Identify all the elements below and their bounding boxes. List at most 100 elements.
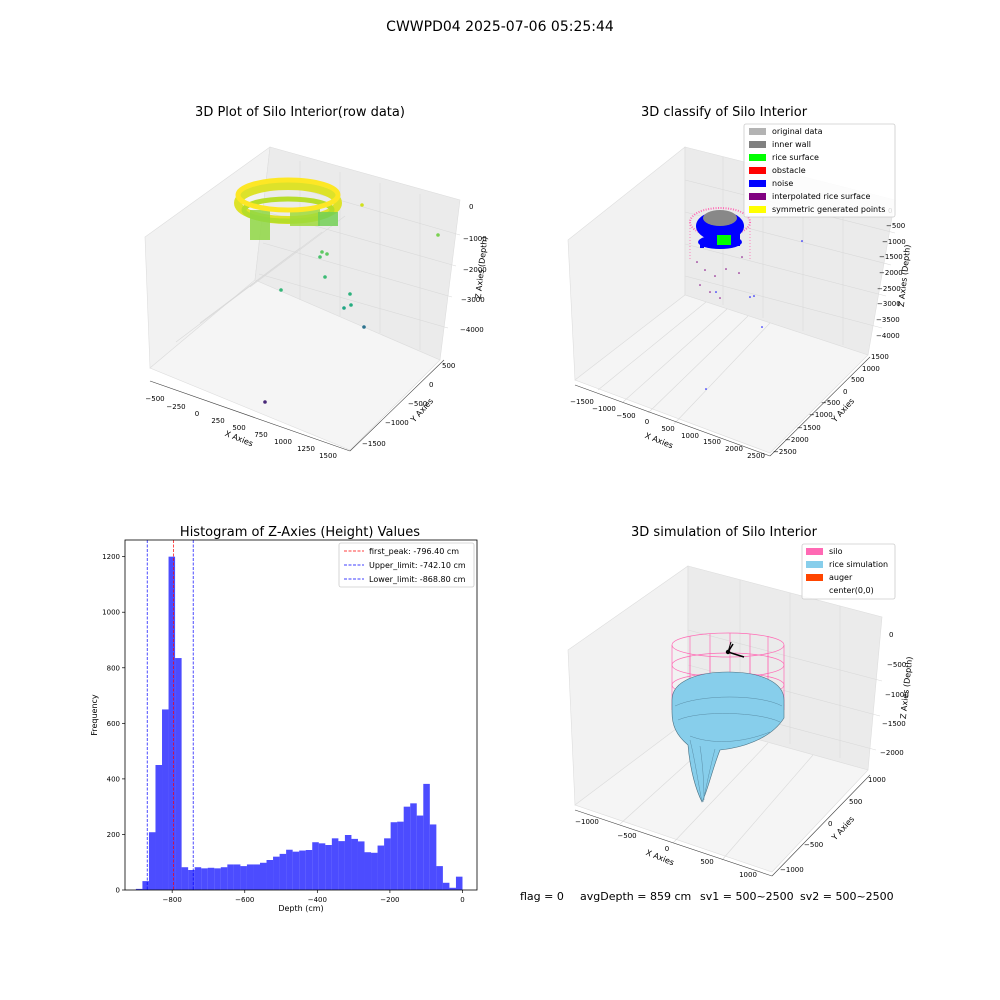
hist-bar-44 [423, 783, 430, 890]
svg-text:−1000: −1000 [780, 866, 804, 874]
hist-bar-23 [286, 849, 293, 890]
hist-xtick-label-1: −600 [235, 896, 254, 904]
sim-legend-swatch-silo [806, 548, 823, 555]
hist-bar-16 [240, 866, 247, 890]
svg-text:−3500: −3500 [876, 316, 900, 324]
svg-text:0: 0 [469, 203, 473, 211]
hist-bar-33 [351, 838, 358, 890]
legend-swatch-inner-wall [749, 141, 766, 148]
hist-bar-46 [436, 866, 443, 890]
svg-text:−3000: −3000 [877, 300, 901, 308]
raw-floor-pane [149, 279, 441, 451]
hist-ytick-label-2: 400 [107, 775, 120, 783]
legend-label-inner-wall: inner wall [772, 140, 811, 149]
hist-legend: first_peak: -796.40 cm Upper_limit: -742… [338, 542, 475, 588]
sim-zticks: 0 −500 −1000 −1500 −2000 [880, 631, 909, 757]
sim-xticks: −1000 −500 0 500 1000 [575, 818, 757, 879]
sim-xlabel: X Axies [645, 848, 676, 867]
sim-auger [725, 641, 745, 658]
svg-text:−500: −500 [616, 412, 635, 420]
legend-swatch-symmetric [749, 206, 766, 213]
hist-ytick-label-3: 600 [107, 720, 120, 728]
hist-ytick-label-0: 0 [116, 887, 120, 895]
raw-ring-scatter [234, 177, 342, 240]
hist-legend-label-upper: Upper_limit: -742.10 cm [369, 561, 466, 570]
hist-bar-38 [384, 838, 391, 890]
svg-text:−1000: −1000 [385, 419, 409, 427]
classify-xlabel: X Axies [644, 431, 675, 450]
hist-bar-22 [279, 853, 287, 890]
hist-bar-47 [442, 882, 450, 890]
footer-sv2: sv2 = 500~2500 [800, 890, 894, 903]
hist-legend-label-first-peak: first_peak: -796.40 cm [369, 547, 459, 556]
hist-title: Histogram of Z-Axies (Height) Values [180, 525, 420, 540]
hist-bar-37 [377, 845, 385, 890]
hist-bar-26 [305, 850, 313, 890]
svg-text:2000: 2000 [725, 445, 743, 453]
sim-legend: silo rice simulation auger center(0,0) [801, 543, 896, 600]
svg-text:1000: 1000 [868, 776, 886, 784]
hist-bar-39 [390, 822, 398, 890]
hist-bar-36 [371, 852, 378, 890]
svg-text:500: 500 [661, 425, 674, 433]
sim-ylabel: Y Axies [829, 815, 856, 843]
legend-label-noise: noise [772, 179, 793, 188]
hist-bar-28 [318, 843, 326, 890]
hist-bar-7 [181, 867, 189, 890]
svg-text:−1500: −1500 [879, 253, 903, 261]
hist-bar-15 [233, 864, 241, 890]
raw-title: 3D Plot of Silo Interior(row data) [195, 105, 405, 120]
raw-zlabel: Z Axies (Depth) [474, 236, 490, 299]
classify-xticks: −1500 −1000 −500 0 500 1000 1500 2000 25… [570, 398, 765, 460]
hist-xticks: −800 −600 −400 −200 0 [163, 890, 465, 904]
hist-legend-label-lower: Lower_limit: -868.80 cm [369, 575, 466, 584]
hist-bar-14 [227, 864, 234, 890]
hist-bar-9 [194, 867, 202, 890]
svg-text:−1000: −1000 [882, 238, 906, 246]
panel-raw-3d: 3D Plot of Silo Interior(row data) [144, 105, 490, 460]
svg-text:1500: 1500 [319, 452, 337, 460]
svg-text:−4000: −4000 [460, 326, 484, 334]
svg-text:1500: 1500 [703, 438, 721, 446]
hist-bar-43 [416, 815, 424, 890]
hist-bar-4 [162, 709, 169, 890]
sim-legend-label-auger: auger [829, 573, 853, 582]
classify-title: 3D classify of Silo Interior [641, 105, 808, 120]
legend-label-rice-surface: rice surface [772, 153, 819, 162]
hist-xtick-label-0: −800 [163, 896, 182, 904]
svg-text:−500: −500 [408, 400, 427, 408]
hist-bar-25 [299, 850, 306, 890]
raw-outlier-points [263, 203, 440, 404]
svg-text:−500: −500 [145, 395, 164, 403]
panel-classify-3d: 3D classify of Silo Interior [567, 105, 912, 460]
svg-text:−2000: −2000 [880, 749, 904, 757]
svg-text:0: 0 [889, 631, 893, 639]
raw-yticks: 500 0 −500 −1000 −1500 [362, 362, 455, 448]
hist-bar-30 [331, 838, 339, 890]
sim-legend-swatch-auger [806, 574, 823, 581]
svg-text:−2000: −2000 [879, 269, 903, 277]
hist-bar-19 [259, 862, 267, 890]
svg-text:−1000: −1000 [885, 691, 909, 699]
hist-bar-10 [201, 868, 208, 890]
hist-ylabel: Frequency [90, 694, 99, 736]
sim-yticks: 1000 500 0 −500 −1000 [780, 776, 886, 874]
svg-text:−500: −500 [887, 661, 906, 669]
hist-bar-20 [266, 860, 274, 890]
svg-text:−250: −250 [166, 403, 185, 411]
panel-histogram: Histogram of Z-Axies (Height) Values −80… [90, 525, 478, 913]
hist-bar-27 [312, 842, 319, 890]
svg-text:−1000: −1000 [592, 405, 616, 413]
svg-text:500: 500 [849, 798, 862, 806]
svg-text:250: 250 [211, 417, 224, 425]
svg-text:0: 0 [645, 418, 649, 426]
hist-bar-1 [142, 881, 149, 890]
svg-text:750: 750 [254, 431, 267, 439]
hist-bar-41 [403, 806, 411, 890]
svg-text:1000: 1000 [739, 871, 757, 879]
svg-text:0: 0 [195, 410, 199, 418]
hist-bar-45 [429, 824, 437, 890]
classify-yticks: 1500 1000 500 0 −500 −1000 −1500 −2000 −… [773, 353, 889, 456]
sim-legend-label-rice: rice simulation [829, 560, 888, 569]
hist-bar-42 [410, 803, 417, 890]
